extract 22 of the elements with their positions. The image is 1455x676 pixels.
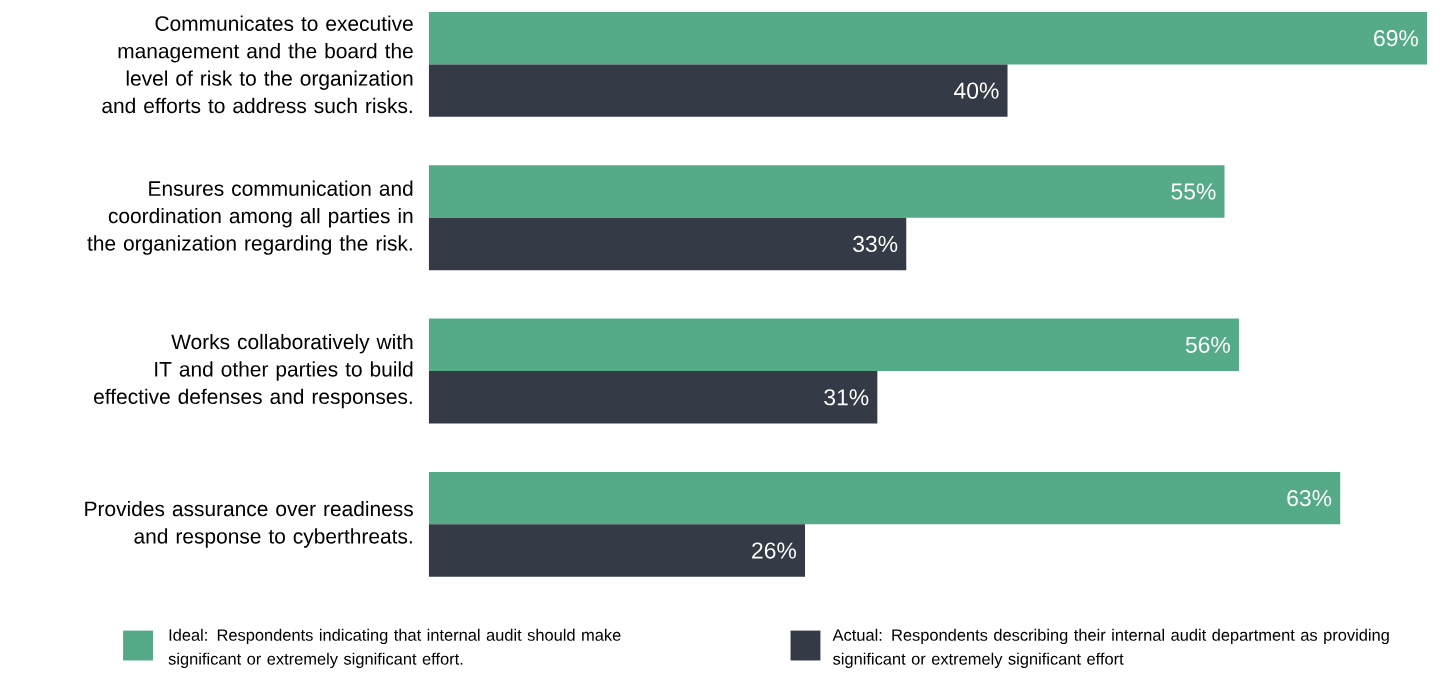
legend-label: Ideal: Respondents indicating that internal audit should make significant or extremely significant effort. [168, 628, 621, 668]
data-label: 26% [752, 542, 797, 559]
bar [428, 217, 907, 270]
y-tick-label: Works collaboratively with IT and other parties to build effective defenses and responses. [94, 333, 413, 408]
y-tick-label: Communicates to executive management and the board the level of risk to the organization and efforts to address such risks. [102, 15, 413, 113]
data-label: 55% [1171, 183, 1216, 200]
data-label: 31% [824, 388, 869, 406]
bar [428, 370, 878, 424]
data-label: 40% [954, 82, 999, 99]
legend-label: Actual: Respondents describing their internal audit department as providing significant or extremely significant effort [832, 628, 1389, 668]
data-label: 69% [1374, 29, 1419, 47]
bar [428, 11, 1428, 65]
data-label: 33% [853, 235, 898, 252]
bar [428, 318, 1239, 371]
bar [428, 524, 806, 577]
bar [428, 165, 1225, 218]
y-tick-label: Ensures communication and coordination among all parties in the organization regarding the risk. [87, 180, 413, 255]
data-label: 56% [1185, 336, 1230, 353]
y-tick-label: Provides assurance over readiness and response to cyberthreats. [85, 500, 413, 548]
bar [428, 64, 1008, 117]
bar [428, 471, 1341, 525]
data-label: 63% [1287, 489, 1332, 507]
